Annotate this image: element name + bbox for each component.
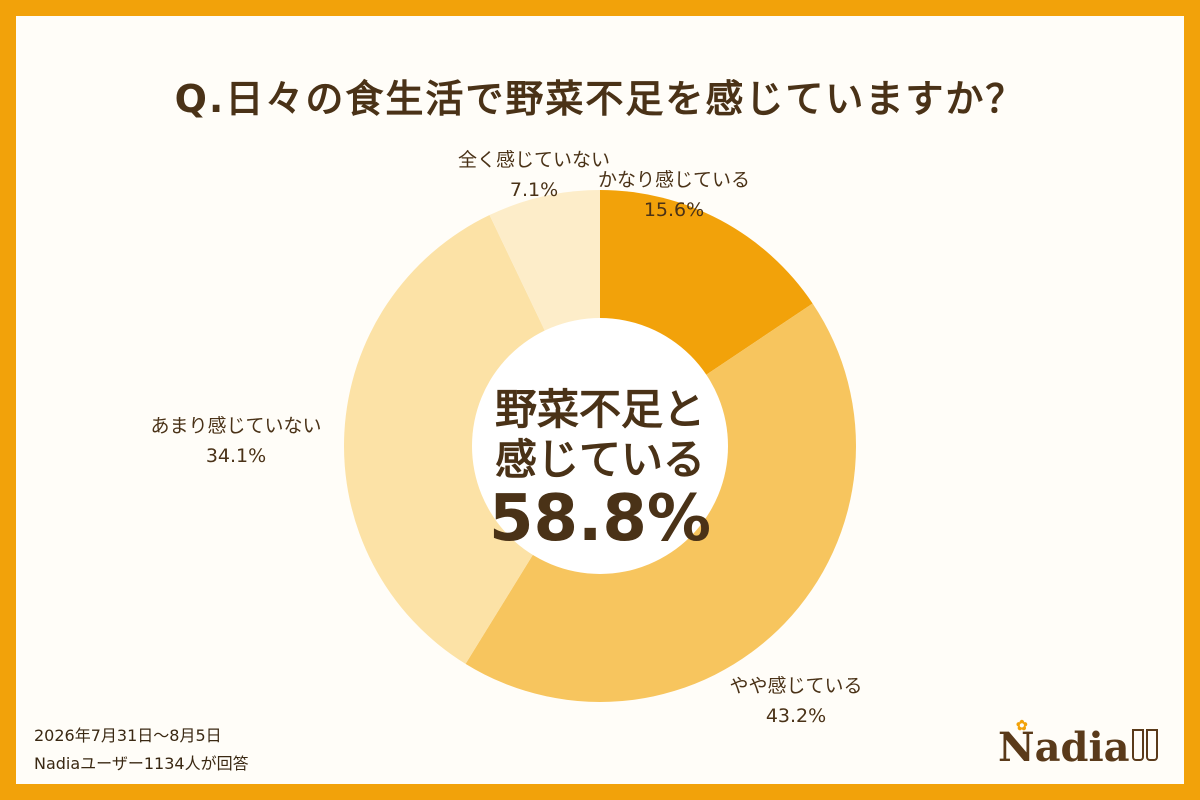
slice-value-label: 15.6% (644, 199, 704, 221)
slice-value-label: 34.1% (206, 445, 266, 467)
logo-text: Nadia (998, 724, 1130, 771)
slice-value-label: 43.2% (766, 705, 826, 727)
slice-category-label: かなり感じている (598, 169, 750, 191)
pie-slice-3 (343, 215, 600, 664)
survey-respondents: Nadiaユーザー1134人が回答 (34, 754, 249, 773)
slice-value-label: 7.1% (510, 179, 558, 201)
spoon-icon (1145, 729, 1158, 761)
center-label-line1: 野菜不足と (495, 385, 705, 434)
slice-category-label: 全く感じていない (458, 149, 610, 171)
flower-icon: ✿ (1016, 718, 1028, 734)
center-label-line2: 感じている (495, 435, 705, 484)
slice-category-label: やや感じている (729, 675, 862, 697)
donut-chart: かなり感じている 15.6% やや感じている 43.2% あまり感じていない 34.1% 全… (150, 149, 862, 727)
chart-card: Q.日々の食生活で野菜不足を感じていますか？ かなり感じている 15.6% やや感じ… (16, 16, 1184, 784)
center-total-value: 58.8% (489, 482, 711, 556)
nadia-logo: Nadia ✿ (998, 718, 1158, 771)
fork-icon (1131, 729, 1144, 761)
chart-title: Q.日々の食生活で野菜不足を感じていますか？ (174, 77, 1026, 121)
survey-date: 2026年7月31日～8月5日 (34, 726, 222, 745)
donut-hole (472, 318, 728, 574)
slice-category-label: あまり感じていない (150, 415, 321, 437)
